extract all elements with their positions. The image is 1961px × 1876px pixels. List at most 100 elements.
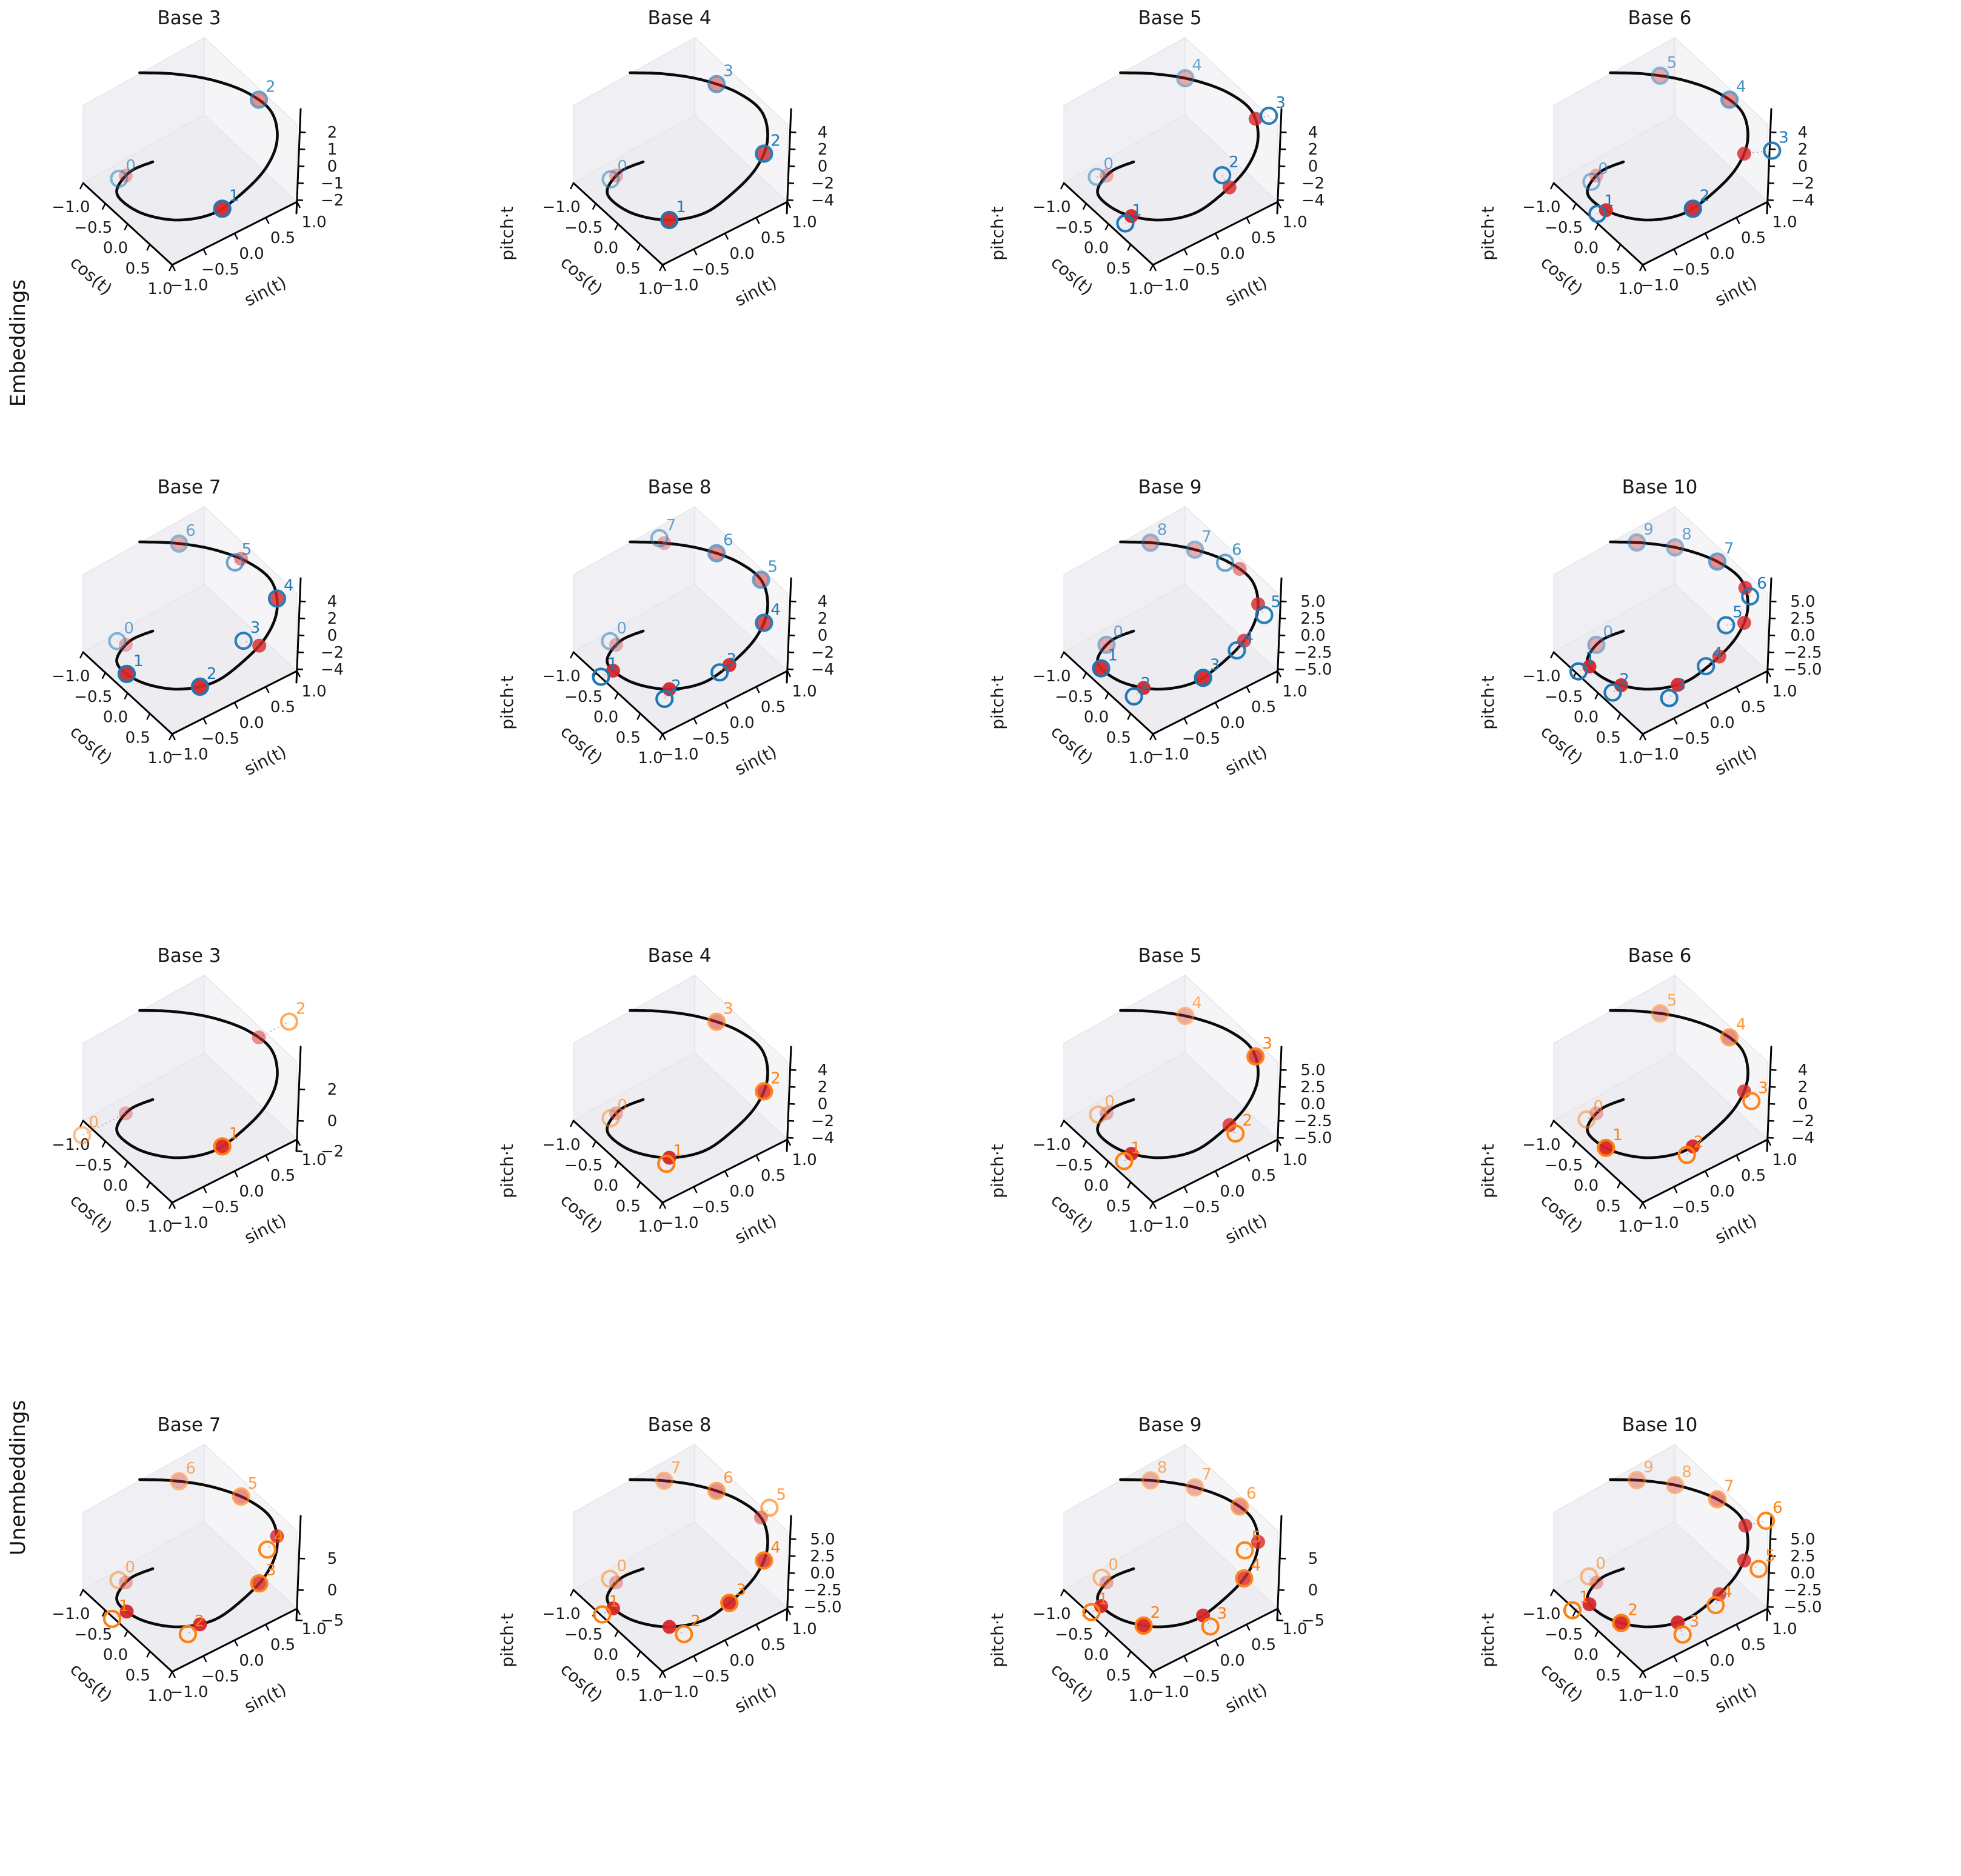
digit-1-true-dot [119, 1604, 134, 1619]
y-tick [296, 201, 301, 209]
x-tick-label: −1.0 [1032, 198, 1071, 216]
y-tick-label: 0.5 [1251, 1636, 1276, 1654]
y-tick-label: 1.0 [1772, 213, 1797, 232]
digit-5-label: 5 [767, 558, 778, 576]
z-tick [789, 617, 796, 619]
digit-2-label: 2 [266, 78, 276, 96]
y-tick-label: −1.0 [660, 746, 698, 764]
x-tick-label: −1.0 [1522, 1136, 1560, 1154]
digit-2-true-dot [1686, 1139, 1700, 1153]
digit-6-unembedding-ring [1757, 1511, 1776, 1531]
x-tick-label: 0.5 [1106, 1197, 1131, 1215]
x-tick [79, 652, 84, 659]
z-tick [1770, 600, 1777, 603]
digit-2-label: 2 [1151, 1604, 1161, 1622]
y-tick-label: 1.0 [301, 213, 326, 232]
z-tick-label: −5 [321, 1612, 344, 1630]
x-tick [101, 203, 106, 210]
x-tick [79, 1120, 84, 1127]
digit-2-true-dot [1222, 1118, 1237, 1132]
digit-4-embedding-ring [267, 589, 287, 608]
x-axis-label: cos(t) [66, 1659, 116, 1706]
y-tick [202, 718, 207, 725]
digit-2-true-dot [662, 1620, 676, 1634]
digit-6-true-dot [1738, 1518, 1752, 1533]
x-tick [614, 692, 619, 700]
y-tick [661, 264, 667, 272]
y-tick [724, 1170, 729, 1178]
z-tick-label: −2 [1791, 1112, 1814, 1130]
digit-2-label: 2 [770, 1070, 781, 1088]
digit-7-true-dot [1710, 555, 1725, 569]
x-tick-label: −1.0 [1032, 1605, 1071, 1623]
y-tick [661, 1671, 667, 1678]
digit-2-embedding-ring [1603, 683, 1622, 702]
y-tick-label: 1.0 [792, 683, 817, 701]
x-axis-label: cos(t) [66, 721, 116, 768]
y-tick-label: 1.0 [1282, 1151, 1307, 1169]
x-tick [1617, 1651, 1622, 1658]
y-tick-label: −1.0 [170, 1683, 208, 1701]
x-tick-label: −1.0 [542, 198, 580, 216]
digit-2-label: 2 [1229, 153, 1239, 172]
digit-3-label: 3 [250, 619, 261, 637]
digit-5-unembedding-ring [1749, 1560, 1768, 1578]
y-tick-label: 0.0 [729, 1183, 754, 1201]
digit-8-true-dot [1143, 1473, 1158, 1487]
digit-8-true-dot [1143, 535, 1158, 550]
x-tick [124, 223, 129, 231]
y-tick-label: −0.5 [201, 261, 239, 279]
digit-4-connector [1705, 656, 1720, 667]
panel-title: Base 7 [157, 476, 221, 498]
x-tick [146, 1181, 151, 1189]
x-axis-label: cos(t) [556, 252, 606, 299]
digit-2-label: 2 [1700, 187, 1710, 205]
z-tick [1278, 651, 1285, 653]
x-tick-label: 0.5 [616, 1666, 641, 1684]
z-axis-label: pitch·t [1478, 1613, 1498, 1667]
digit-1-true-dot [215, 201, 230, 216]
x-axis-label: cos(t) [66, 252, 116, 299]
x-tick [1617, 713, 1622, 720]
digit-2-label: 2 [296, 1000, 306, 1018]
digit-1-embedding-ring [213, 199, 232, 218]
y-tick [202, 1655, 207, 1663]
x-tick-label: 0.5 [125, 1666, 150, 1684]
x-tick [1594, 223, 1599, 231]
digit-1-unembedding-ring [1597, 1138, 1615, 1157]
y-tick-label: −0.5 [1672, 1198, 1710, 1217]
panel-base-3-embedding: Base 3−1.0−0.50.00.51.0−1.0−0.50.00.51.0… [52, 7, 517, 310]
z-tick [1280, 148, 1286, 150]
digit-1-label: 1 [1585, 650, 1595, 668]
y-tick-label: 0.5 [761, 698, 786, 716]
x-tick [658, 1671, 664, 1678]
digit-1-embedding-ring [660, 210, 679, 230]
y-tick [693, 249, 698, 256]
y-tick [1704, 1170, 1709, 1178]
digit-1-label: 1 [119, 1597, 129, 1615]
y-tick-label: 0.0 [239, 1652, 264, 1670]
digit-4-true-dot [1178, 1009, 1192, 1023]
z-tick-label: 1 [327, 141, 338, 159]
z-axis-spine [295, 108, 302, 215]
digit-5-unembedding-ring [760, 1498, 779, 1517]
y-tick-label: 1.0 [301, 1620, 326, 1638]
x-tick-label: −0.5 [1055, 1157, 1093, 1175]
y-tick-label: −0.5 [692, 1667, 730, 1686]
z-axis-spine [1766, 1046, 1772, 1152]
digit-3-label: 3 [723, 62, 733, 81]
digit-0-label: 0 [89, 1113, 99, 1132]
digit-1-label: 1 [133, 652, 144, 670]
y-tick [755, 686, 760, 693]
digit-0-embedding-ring [601, 632, 620, 650]
z-tick [299, 148, 306, 150]
digit-7-label: 7 [1724, 540, 1734, 558]
digit-4-true-dot [757, 1554, 771, 1567]
panel-title: Base 4 [647, 945, 711, 967]
y-tick [1642, 264, 1647, 272]
digit-1-true-dot [215, 1139, 230, 1153]
digit-6-unembedding-ring [170, 1472, 189, 1490]
y-tick-label: 1.0 [1772, 1620, 1797, 1638]
digit-5-label: 5 [776, 1486, 786, 1504]
y-tick [296, 1608, 301, 1615]
